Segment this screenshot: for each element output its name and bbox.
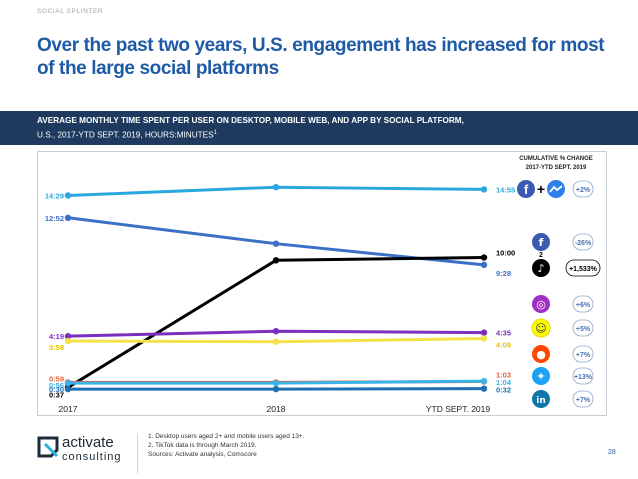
logo-sub: consulting <box>62 451 122 463</box>
data-point-facebook-messenger-2 <box>480 186 488 193</box>
end-value-label: 1:04 <box>496 378 512 387</box>
start-value-label: 12:52 <box>45 214 64 223</box>
section-label: SOCIAL SPLINTER <box>37 8 104 15</box>
facebook-glyph: f <box>539 236 544 249</box>
change-value: -26% <box>575 240 592 247</box>
x-tick-label: 2018 <box>267 404 286 414</box>
data-point-facebook-0 <box>64 214 72 221</box>
start-value-label: 0:59 <box>49 374 64 383</box>
footnote-marker: 1 <box>213 130 217 136</box>
snapchat-icon <box>531 318 551 338</box>
change-badge <box>572 319 594 337</box>
series-line-tiktok <box>67 256 485 389</box>
page-title: Over the past two years, U.S. engagement… <box>37 35 605 79</box>
facebook-icon <box>517 180 535 198</box>
data-point-linkedin-1 <box>272 385 280 393</box>
change-value: +1,533% <box>569 266 598 273</box>
tiktok-glyph: ♪ <box>537 262 544 275</box>
change-badge <box>572 345 594 363</box>
linkedin-icon <box>532 390 550 408</box>
data-point-twitter-2 <box>480 377 488 385</box>
legend-title: CUMULATIVE % CHANGE <box>519 156 593 162</box>
chart-panel: 14:29 14:55 12:52 9:28 0:37 10:00 4:19 4:35 3:58… <box>37 151 607 416</box>
data-point-snapchat-2 <box>480 335 488 342</box>
end-value-label: 4:09 <box>496 341 511 350</box>
line-chart: 14:29 14:55 12:52 9:28 0:37 10:00 4:19 4:35 3:58… <box>45 156 601 414</box>
twitter-icon <box>532 367 550 385</box>
chart-subtitle-banner: AVERAGE MONTHLY TIME SPENT PER USER ON D… <box>0 111 638 145</box>
change-value: +13% <box>574 374 593 381</box>
data-point-facebook-messenger-0 <box>64 192 72 199</box>
end-value-label: 4:35 <box>496 329 511 338</box>
tiktok-footnote-marker: 2 <box>539 252 543 259</box>
chart-subtitle-line2: U.S., 2017-YTD SEPT. 2019, HOURS:MINUTES <box>37 130 214 140</box>
change-badge <box>572 295 594 313</box>
data-point-twitter-1 <box>272 379 280 387</box>
change-value: +7% <box>576 397 591 404</box>
data-point-twitter-0 <box>64 379 72 387</box>
footnote-2: 2. TikTok data is through March 2019. <box>148 442 257 449</box>
start-value-label: 0:56 <box>49 381 64 390</box>
change-value: +5% <box>576 326 591 333</box>
start-value-label: 0:30 <box>49 385 64 394</box>
start-value-label: 3:58 <box>49 343 64 352</box>
footnotes: 1. Desktop users aged 2+ and mobile user… <box>148 432 304 459</box>
plus-sign: + <box>537 181 545 197</box>
end-value-label: 9:28 <box>496 269 511 278</box>
data-point-instagram-1 <box>272 328 280 335</box>
end-value-label: 14:55 <box>496 185 515 194</box>
data-point-tiktok-1 <box>272 257 280 264</box>
data-point-snapchat-1 <box>272 338 280 345</box>
messenger-bolt <box>549 185 563 193</box>
start-value-label: 14:29 <box>45 192 64 201</box>
change-badge <box>572 233 594 251</box>
change-badge <box>572 367 594 385</box>
x-tick-label: YTD SEPT. 2019 <box>426 404 491 414</box>
change-value: +2% <box>576 187 591 194</box>
activate-logo-icon <box>37 436 59 458</box>
instagram-glyph: ◎ <box>536 298 546 311</box>
snapchat-glyph: ☺ <box>535 322 546 335</box>
change-badge <box>565 259 601 277</box>
data-point-linkedin-2 <box>480 385 488 392</box>
data-point-linkedin-0 <box>64 385 72 393</box>
page-number: 28 <box>608 449 616 456</box>
footnote-1: 1. Desktop users aged 2+ and mobile user… <box>148 433 305 440</box>
change-badge <box>572 180 594 198</box>
start-value-label: 0:37 <box>49 390 64 399</box>
data-point-snapchat-0 <box>64 337 72 345</box>
footer-divider <box>137 433 138 473</box>
facebook-icon <box>532 233 550 251</box>
logo-name: activate <box>62 434 114 451</box>
reddit-icon <box>532 345 550 363</box>
chart-subtitle-line1: AVERAGE MONTHLY TIME SPENT PER USER ON D… <box>37 116 464 125</box>
tiktok-icon <box>532 259 550 277</box>
data-point-tiktok-2 <box>480 254 488 261</box>
end-value-label: 1:03 <box>496 370 511 379</box>
data-point-instagram-2 <box>480 329 488 336</box>
end-value-label: 10:00 <box>496 249 515 258</box>
x-tick-label: 2017 <box>59 404 78 414</box>
activate-logo: activate consulting <box>62 434 122 464</box>
facebook-glyph: f <box>524 182 529 197</box>
end-value-label: 0:32 <box>496 386 511 395</box>
data-point-facebook-2 <box>480 261 488 269</box>
instagram-icon <box>532 295 550 313</box>
legend-title: 2017-YTD SEPT. 2019 <box>526 165 587 171</box>
footnote-sources: Sources: Activate analysis, Comscore <box>148 451 257 458</box>
change-badge <box>572 390 594 408</box>
data-point-instagram-0 <box>64 332 72 340</box>
change-value: +6% <box>576 302 591 309</box>
linkedin-glyph: in <box>536 396 546 406</box>
data-point-facebook-1 <box>272 240 280 247</box>
start-value-label: 4:19 <box>49 332 64 341</box>
twitter-glyph: ✦ <box>536 370 545 383</box>
reddit-glyph: ● <box>536 348 546 361</box>
data-point-facebook-messenger-1 <box>272 184 280 191</box>
change-value: +7% <box>576 352 591 359</box>
